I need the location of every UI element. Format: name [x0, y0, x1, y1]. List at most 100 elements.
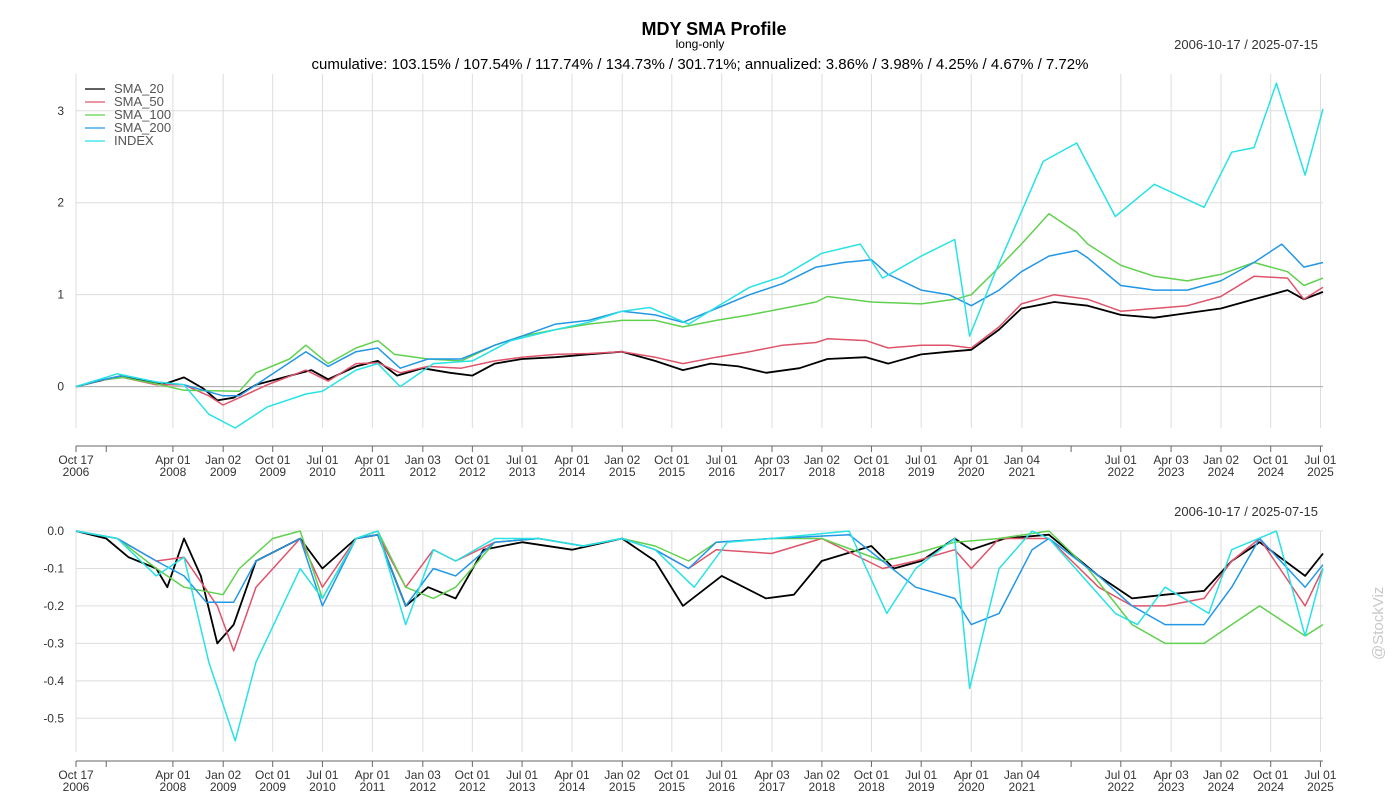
top-x-tick-label: Apr 01 — [954, 453, 990, 467]
stats-line: cumulative: 103.15% / 107.54% / 117.74% … — [312, 56, 1089, 73]
top-x-tick-year: 2014 — [559, 465, 586, 479]
chart-title: MDY SMA Profile — [641, 19, 786, 39]
bottom-x-tick-year: 2012 — [459, 780, 486, 794]
bottom-x-tick-year: 2024 — [1257, 780, 1284, 794]
top-series-sma-100 — [75, 213, 1324, 392]
top-x-tick-year: 2018 — [858, 465, 885, 479]
bottom-series-sma-20 — [75, 530, 1324, 645]
bottom-x-tick-label: Apr 01 — [954, 768, 990, 782]
top-x-tick-label: Oct 01 — [1253, 453, 1289, 467]
bottom-x-tick-year: 2012 — [409, 780, 436, 794]
top-y-tick-label: 2 — [57, 196, 64, 210]
bottom-x-tick-year: 2008 — [160, 780, 187, 794]
bottom-y-tick-label: -0.4 — [43, 674, 64, 688]
top-x-tick-year: 2022 — [1107, 465, 1134, 479]
top-x-tick-year: 2008 — [160, 465, 187, 479]
bottom-x-tick-year: 2020 — [958, 780, 985, 794]
bottom-x-tick-year: 2011 — [359, 780, 385, 794]
top-x-tick-label: Jan 02 — [604, 453, 640, 467]
top-series-index — [75, 82, 1324, 429]
bottom-x-tick-label: Apr 01 — [155, 768, 191, 782]
legend-label-sma-100: SMA_100 — [114, 107, 171, 122]
bottom-y-axis: 0.0 -0.1 -0.2 -0.3 -0.4 -0.5 — [43, 524, 64, 725]
bottom-x-tick-label: Oct 01 — [255, 768, 291, 782]
top-x-tick-label: Oct 01 — [854, 453, 890, 467]
bottom-x-tick-label: Oct 01 — [854, 768, 890, 782]
bottom-series-index — [75, 530, 1324, 742]
bottom-x-tick-year: 2013 — [509, 780, 536, 794]
top-x-tick-label: Apr 01 — [355, 453, 391, 467]
top-y-tick-label: 0 — [57, 380, 64, 394]
bottom-x-tick-year: 2006 — [63, 780, 90, 794]
legend-label-index: INDEX — [114, 133, 154, 148]
top-x-tick-year: 2009 — [259, 465, 286, 479]
top-x-tick-label: Apr 01 — [554, 453, 590, 467]
bottom-x-tick-label: Apr 03 — [1153, 768, 1189, 782]
bottom-x-tick-label: Jul 01 — [706, 768, 738, 782]
bottom-x-tick-label: Jul 01 — [506, 768, 538, 782]
bottom-date-range: 2006-10-17 / 2025-07-15 — [1174, 504, 1318, 519]
bottom-y-tick-label: -0.3 — [43, 636, 64, 650]
bottom-x-tick-label: Oct 01 — [455, 768, 491, 782]
top-x-tick-label: Jan 02 — [804, 453, 840, 467]
top-x-tick-year: 2006 — [63, 465, 90, 479]
top-x-tick-year: 2015 — [658, 465, 685, 479]
bottom-x-tick-year: 2014 — [559, 780, 586, 794]
top-x-tick-label: Jan 02 — [1203, 453, 1239, 467]
bottom-x-tick-label: Jan 02 — [1203, 768, 1239, 782]
top-x-tick-year: 2019 — [908, 465, 935, 479]
bottom-series — [75, 530, 1324, 742]
bottom-x-tick-year: 2016 — [708, 780, 735, 794]
legend-label-sma-200: SMA_200 — [114, 120, 171, 135]
top-x-tick-year: 2016 — [708, 465, 735, 479]
bottom-y-tick-label: 0.0 — [47, 524, 64, 538]
bottom-x-tick-year: 2010 — [309, 780, 336, 794]
top-x-tick-year: 2018 — [809, 465, 836, 479]
legend-label-sma-20: SMA_20 — [114, 81, 164, 96]
bottom-x-tick-label: Jan 02 — [205, 768, 241, 782]
top-x-tick-label: Jul 01 — [506, 453, 538, 467]
top-x-tick-label: Oct 17 — [58, 453, 94, 467]
bottom-x-tick-year: 2015 — [609, 780, 636, 794]
bottom-x-tick-year: 2023 — [1158, 780, 1185, 794]
top-x-tick-label: Jul 01 — [706, 453, 738, 467]
top-x-tick-year: 2012 — [409, 465, 436, 479]
top-x-tick-year: 2011 — [359, 465, 385, 479]
top-series-sma-20 — [75, 289, 1324, 402]
bottom-x-tick-label: Apr 01 — [554, 768, 590, 782]
top-x-tick-year: 2010 — [309, 465, 336, 479]
bottom-x-tick-year: 2022 — [1107, 780, 1134, 794]
bottom-x-tick-year: 2015 — [658, 780, 685, 794]
bottom-x-tick-year: 2024 — [1208, 780, 1235, 794]
bottom-x-tick-year: 2018 — [809, 780, 836, 794]
top-x-tick-label: Oct 01 — [455, 453, 491, 467]
top-x-tick-year: 2015 — [609, 465, 636, 479]
top-y-tick-label: 1 — [57, 288, 64, 302]
bottom-x-tick-label: Oct 01 — [1253, 768, 1289, 782]
bottom-x-tick-label: Jul 01 — [1105, 768, 1137, 782]
top-date-range: 2006-10-17 / 2025-07-15 — [1174, 37, 1318, 52]
bottom-x-tick-year: 2018 — [858, 780, 885, 794]
top-x-tick-year: 2021 — [1009, 465, 1036, 479]
top-x-tick-label: Jan 03 — [405, 453, 441, 467]
top-x-tick-label: Jan 02 — [205, 453, 241, 467]
top-x-tick-label: Jul 01 — [306, 453, 338, 467]
top-x-tick-year: 2012 — [459, 465, 486, 479]
bottom-series-sma-100 — [75, 530, 1324, 645]
bottom-x-tick-label: Jan 02 — [804, 768, 840, 782]
top-x-tick-year: 2025 — [1307, 465, 1334, 479]
top-series-sma-200 — [75, 243, 1324, 397]
bottom-x-tick-label: Apr 03 — [754, 768, 790, 782]
bottom-x-tick-label: Jan 04 — [1004, 768, 1040, 782]
top-x-tick-year: 2020 — [958, 465, 985, 479]
legend-label-sma-50: SMA_50 — [114, 94, 164, 109]
top-x-tick-year: 2017 — [759, 465, 786, 479]
top-x-tick-label: Oct 01 — [255, 453, 291, 467]
chart-subtitle: long-only — [676, 37, 725, 51]
